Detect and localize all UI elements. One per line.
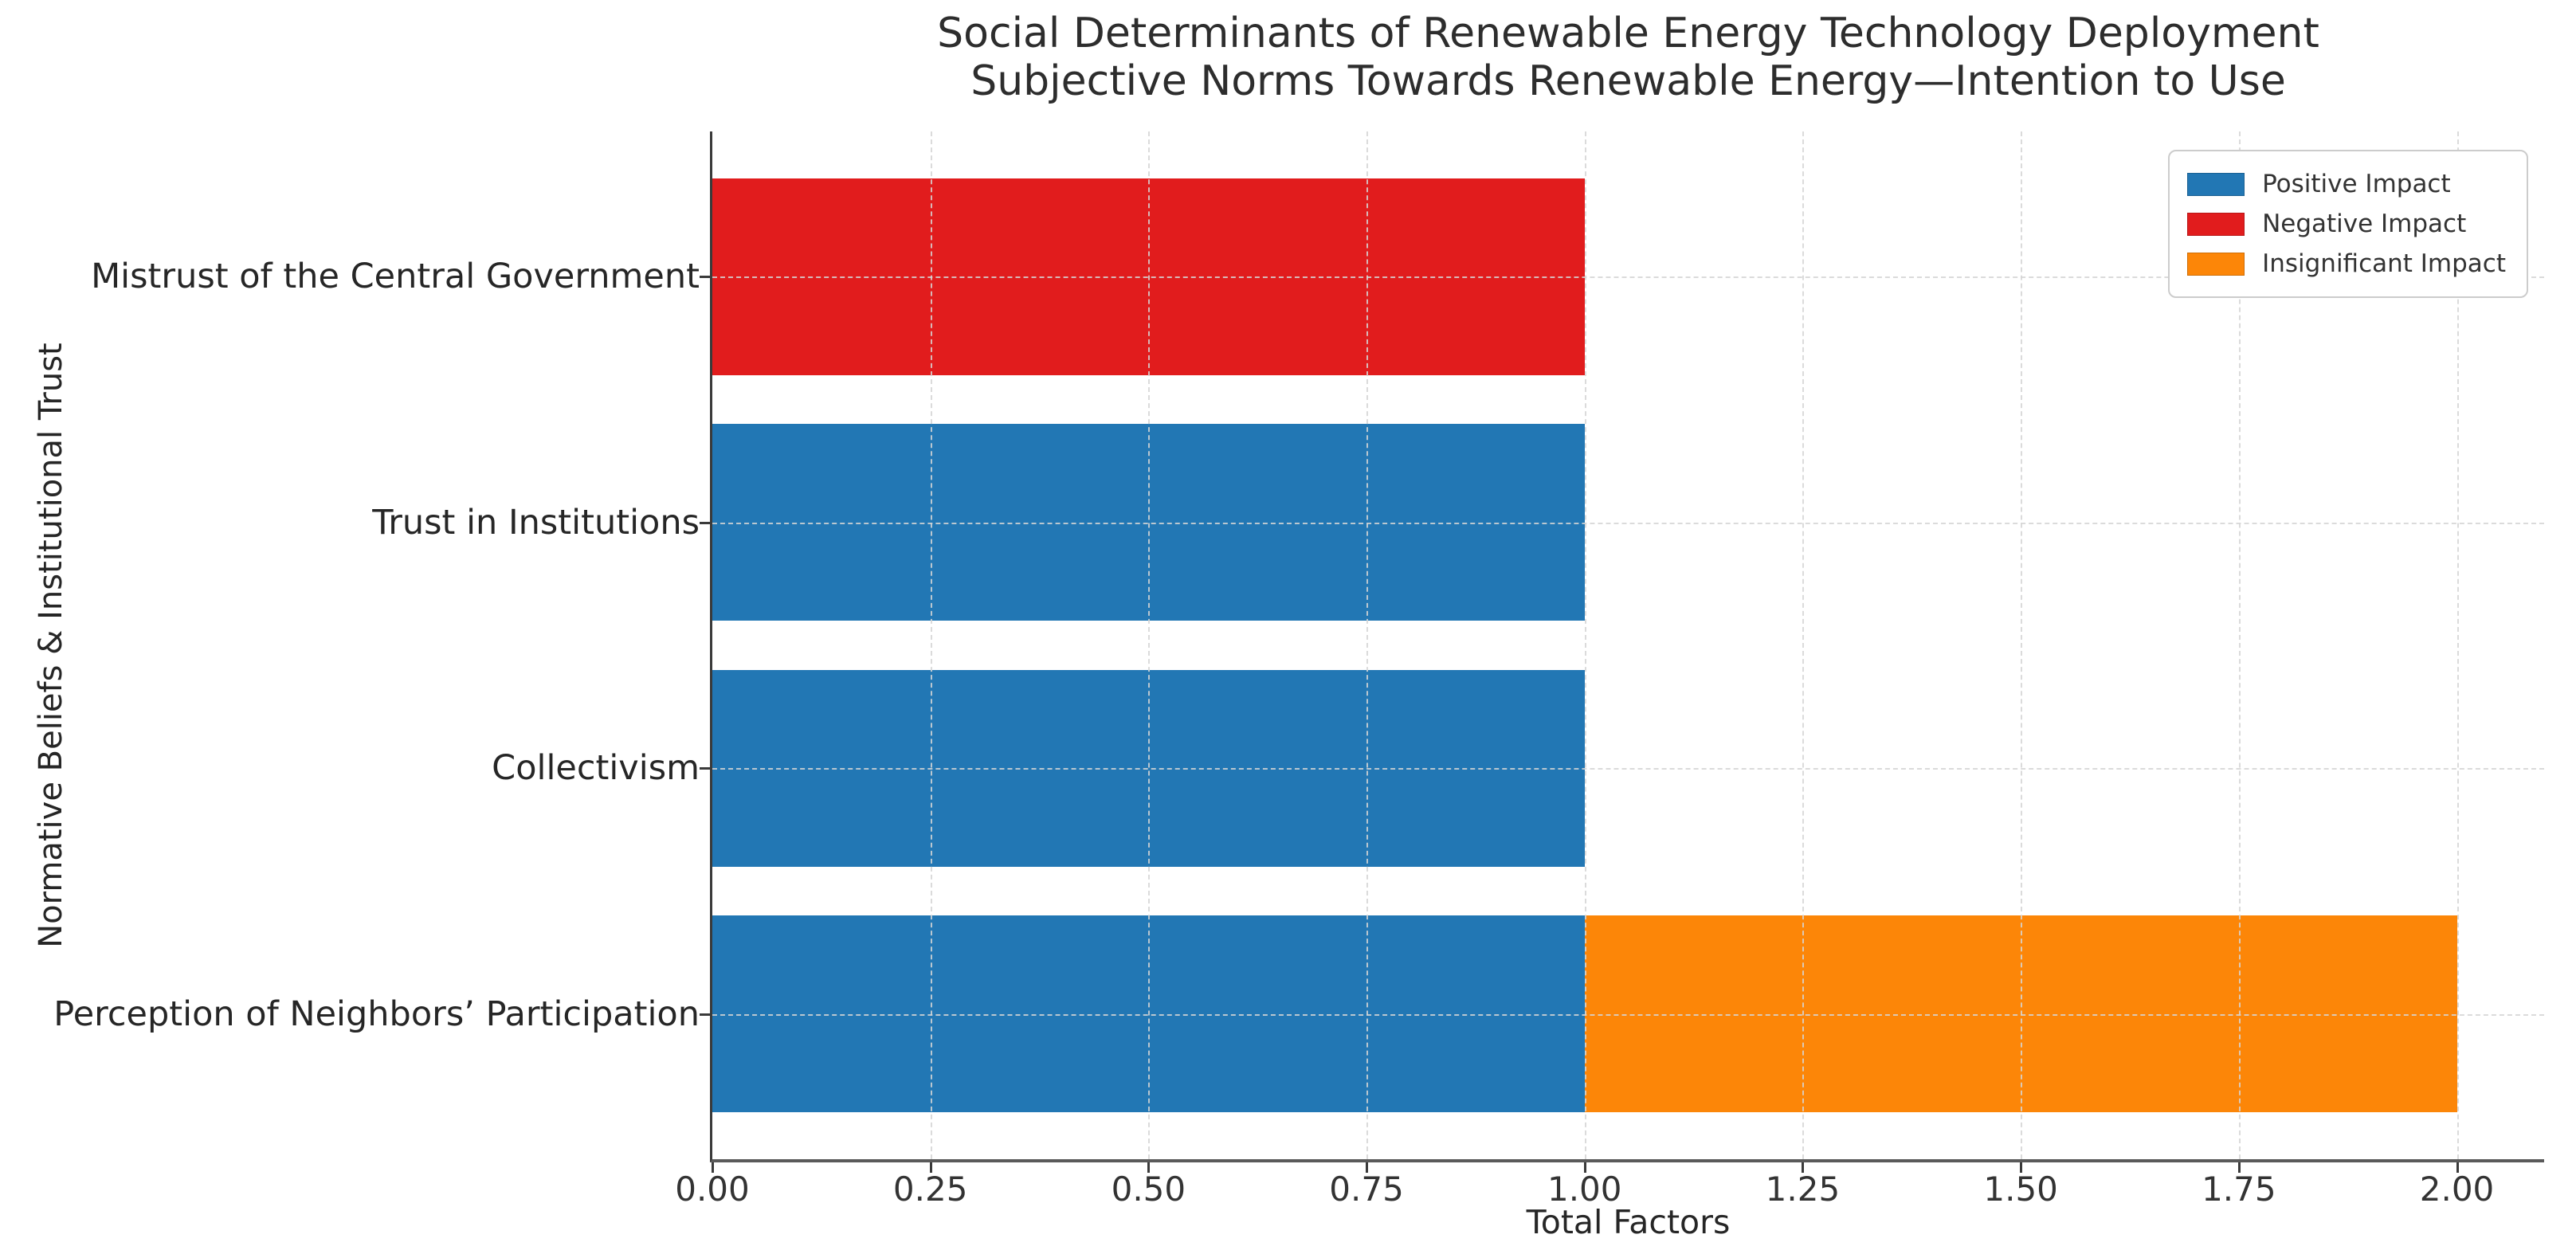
x-tick-label: 0.50 [1111,1170,1186,1209]
x-tick-label: 1.75 [2202,1170,2276,1209]
x-axis-label: Total Factors [1526,1203,1731,1241]
legend-label: Negative Impact [2262,210,2467,238]
legend-color-swatch [2187,172,2245,196]
x-tick-label: 1.00 [1547,1170,1622,1209]
x-tick-mark [1147,1162,1151,1173]
gridline [930,131,932,1159]
chart-title: Social Determinants of Renewable Energy … [937,10,2319,57]
x-tick-label: 0.00 [675,1170,750,1209]
legend-label: Insignificant Impact [2262,249,2506,278]
gridline [712,1013,2544,1016]
legend-color-swatch [2187,212,2245,236]
gridline [712,768,2544,770]
plot-area [710,131,2544,1162]
x-tick-label: 0.25 [892,1170,968,1209]
x-tick-mark [712,1162,714,1173]
gridline [1584,131,1586,1159]
x-tick-mark [2237,1162,2241,1173]
chart-title-block: Social Determinants of Renewable Energy … [712,10,2544,105]
chart-subtitle: Subjective Norms Towards Renewable Energ… [970,57,2286,105]
gridline [2238,131,2241,1159]
x-tick-mark [1802,1162,1805,1173]
y-tick-mark [700,276,711,279]
gridline [712,522,2544,524]
x-tick-label: 1.25 [1765,1170,1841,1209]
y-tick-mark [700,1013,711,1016]
legend: Positive Impact Negative Impact Insignific… [2168,150,2528,298]
legend-color-swatch [2187,252,2245,276]
y-tick-mark [700,767,711,770]
grid-layer [712,131,2544,1159]
x-tick-label: 2.00 [2419,1170,2495,1209]
category-label: Collectivism [492,748,700,789]
gridline [712,276,2544,279]
x-tick-label: 1.50 [1983,1170,2058,1209]
legend-entry: Insignificant Impact [2187,244,2506,284]
x-tick-mark [1366,1162,1369,1173]
gridline [2021,131,2023,1159]
legend-label: Positive Impact [2262,170,2451,198]
legend-entry: Positive Impact [2187,164,2506,204]
category-label: Trust in Institutions [372,502,700,543]
gridline [1148,131,1151,1159]
gridline [1366,131,1369,1159]
gridline [1802,131,1805,1159]
legend-entry: Negative Impact [2187,204,2506,244]
y-tick-mark [700,521,711,524]
x-tick-mark [2020,1162,2023,1173]
gridline [2456,131,2459,1159]
category-label: Mistrust of the Central Government [91,257,700,297]
x-tick-mark [929,1162,932,1173]
x-tick-mark [1583,1162,1586,1173]
x-tick-mark [2456,1162,2459,1173]
x-tick-label: 0.75 [1329,1170,1404,1209]
category-label: Perception of Neighbors’ Participation [53,993,700,1034]
y-axis-label: Normative Beliefs & Institutional Trust [33,343,69,948]
